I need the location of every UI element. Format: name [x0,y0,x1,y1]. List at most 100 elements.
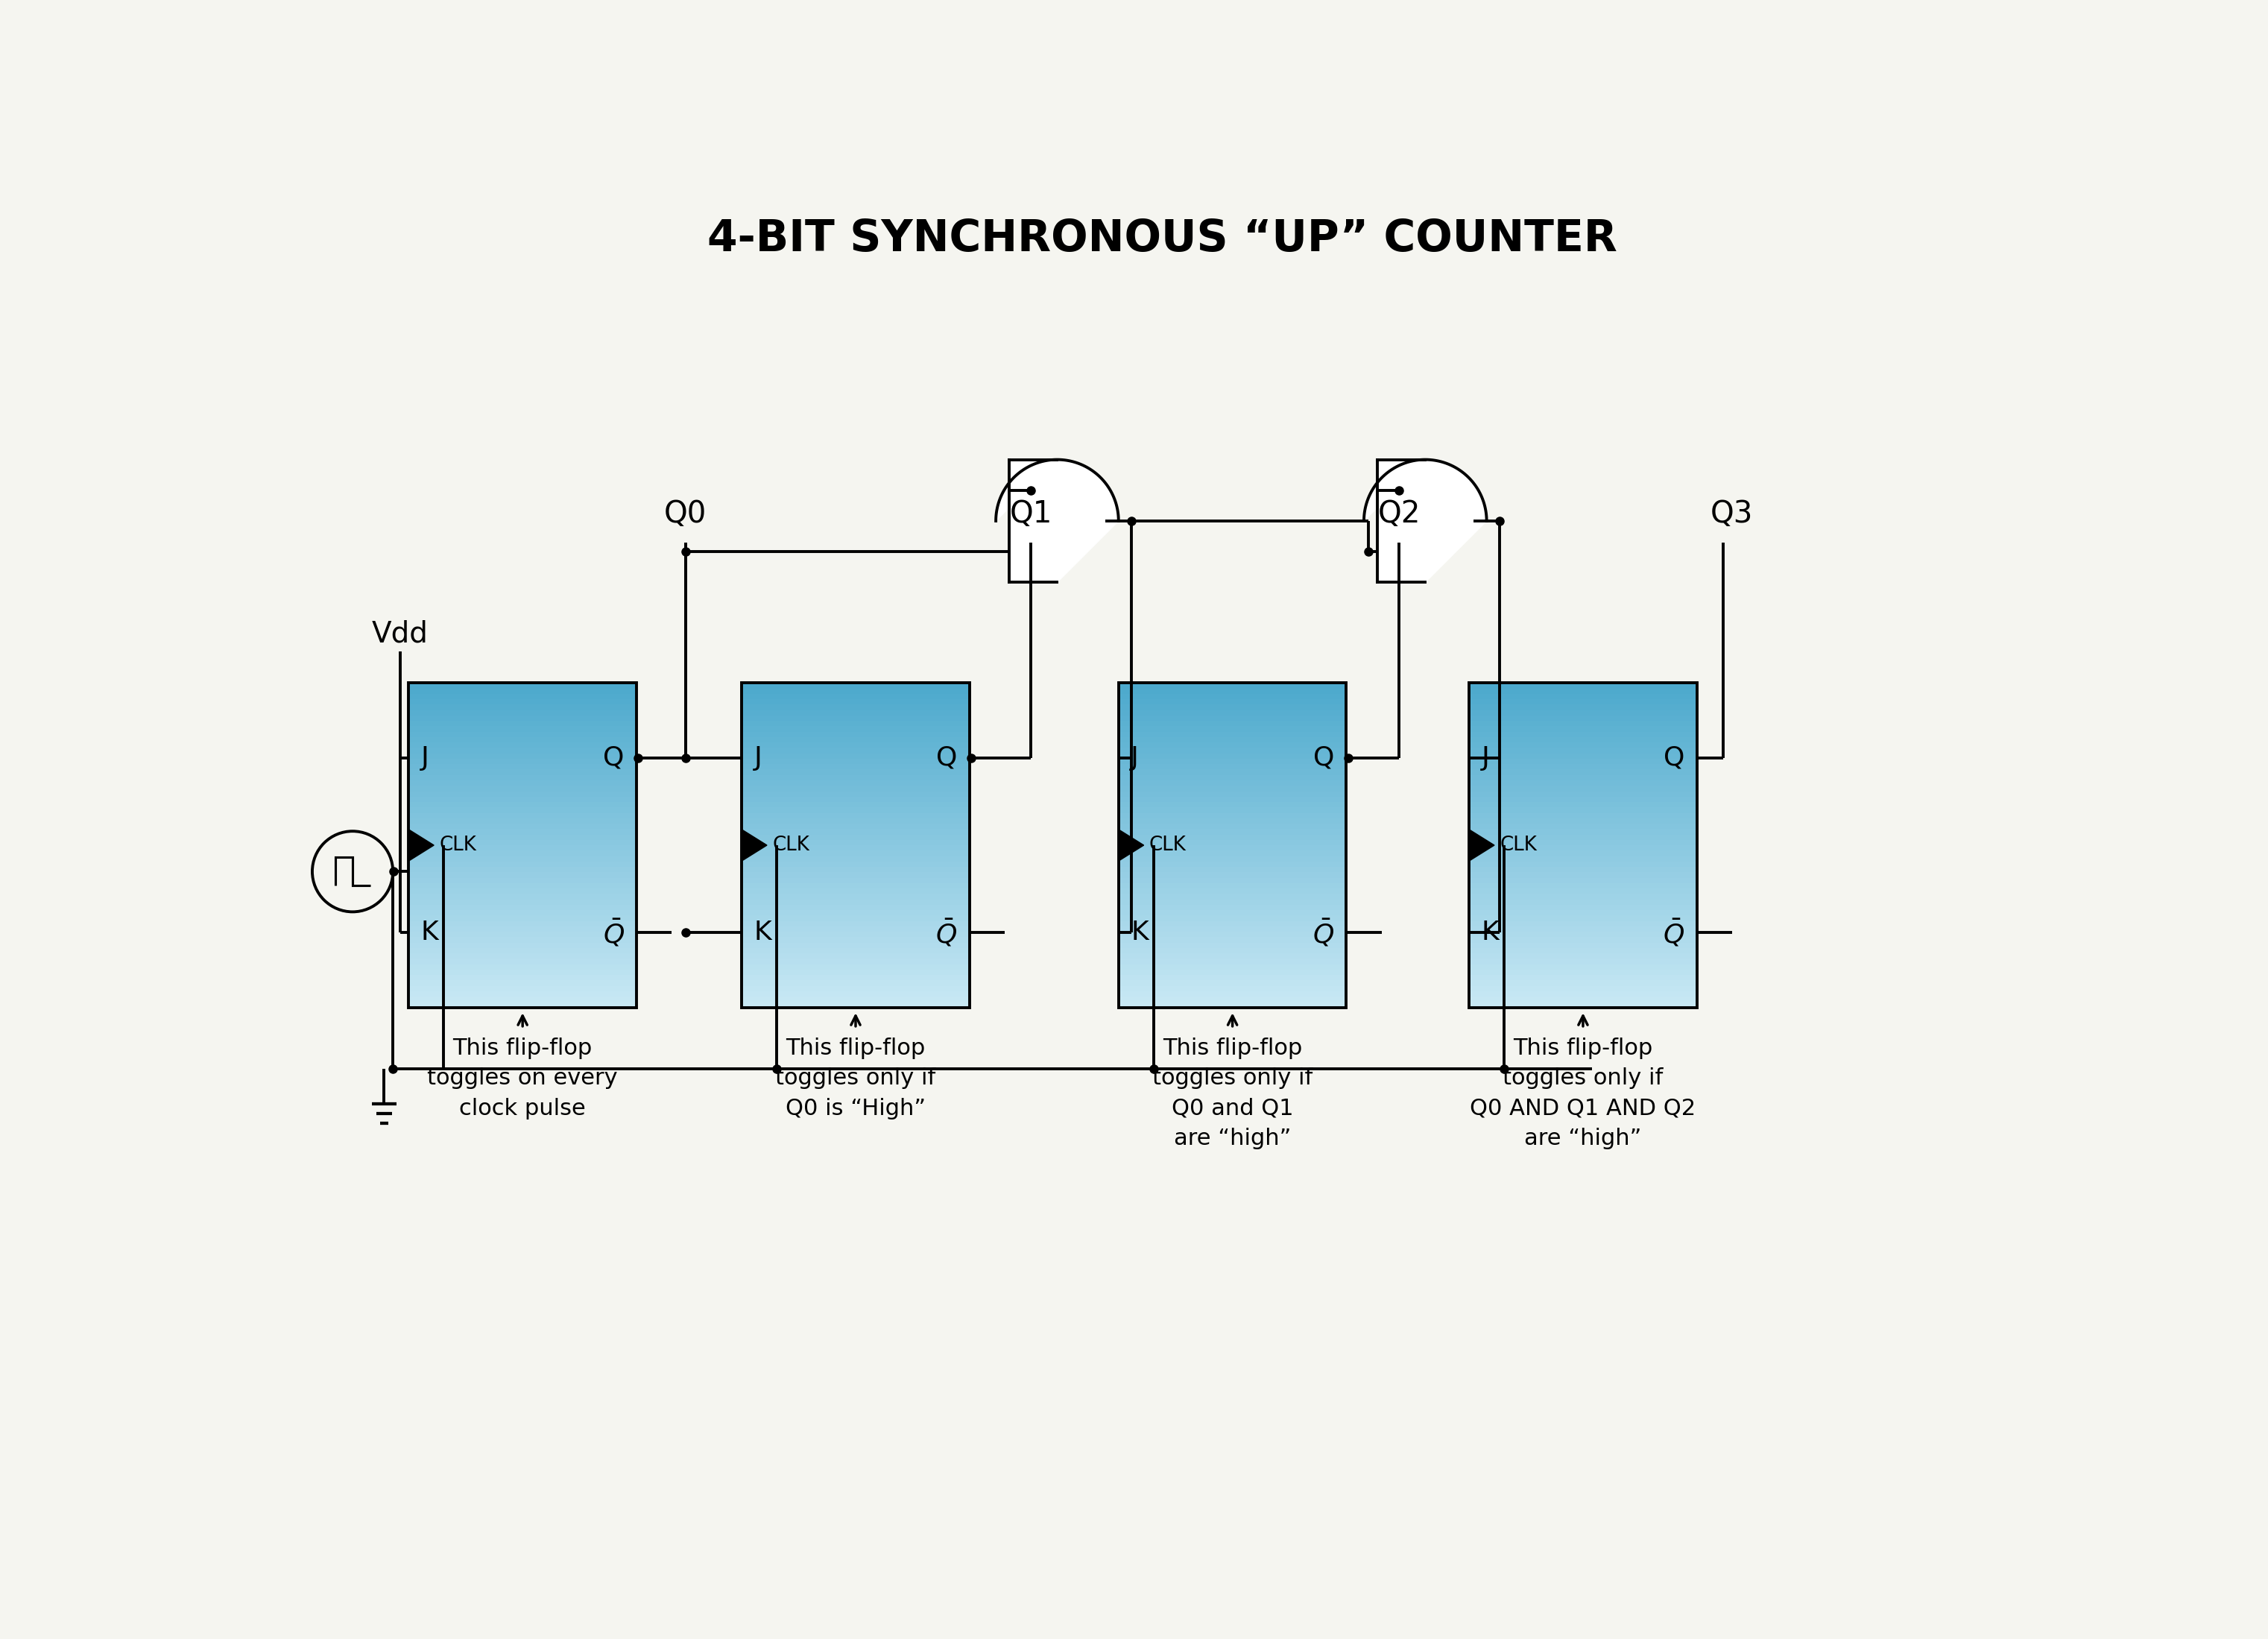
Bar [408,856,637,862]
Bar [408,823,637,829]
Bar [1470,974,1696,980]
Text: This flip-flop
toggles only if
Q0 AND Q1 AND Q2
are “high”: This flip-flop toggles only if Q0 AND Q1… [1470,1037,1696,1149]
Bar [742,856,968,862]
Bar [1118,801,1347,808]
Bar [1470,801,1696,808]
Bar [1118,682,1347,688]
Bar [408,769,637,775]
Bar [742,877,968,883]
Bar [1470,683,1696,1008]
Bar [1470,795,1696,801]
Bar [408,915,637,921]
Bar [1118,903,1347,910]
Bar [1470,736,1696,742]
Bar [742,806,968,813]
Bar [742,915,968,921]
Bar [742,888,968,893]
Bar [408,811,637,818]
Bar [742,747,968,754]
Bar [1118,703,1347,710]
Bar [742,683,968,1008]
Bar [1470,703,1696,710]
Bar [1118,936,1347,942]
Bar [1118,872,1347,877]
Text: Q: Q [937,746,957,770]
Bar [1470,990,1696,997]
Bar [408,1001,637,1008]
Bar [408,828,637,834]
Bar [1470,780,1696,785]
Bar [1470,893,1696,900]
Bar [408,882,637,888]
Bar [1118,964,1347,970]
Bar [1118,736,1347,742]
Bar [1470,688,1696,693]
Bar [408,964,637,970]
Bar [742,893,968,900]
Bar [408,903,637,910]
Bar [1470,898,1696,905]
Bar [1470,752,1696,759]
Bar [1118,957,1347,964]
Bar [408,860,637,867]
Bar [408,893,637,900]
Bar [1470,785,1696,792]
Bar [742,834,968,839]
Bar [408,834,637,839]
Bar [1470,872,1696,877]
Bar [408,683,637,1008]
Text: J: J [753,746,762,770]
Bar [408,898,637,905]
Bar [742,919,968,926]
Bar [1470,742,1696,747]
Bar [1470,947,1696,954]
Bar [742,774,968,780]
Bar [742,785,968,792]
Bar [408,985,637,992]
Bar [1118,757,1347,764]
Bar [408,785,637,792]
Bar [408,682,637,688]
Bar [1118,769,1347,775]
Bar [408,801,637,808]
Bar [1118,710,1347,716]
Bar [1118,834,1347,839]
Bar [408,698,637,705]
Text: CLK: CLK [773,836,810,856]
Text: Q1: Q1 [1009,498,1052,529]
Bar [1470,844,1696,851]
Bar [742,882,968,888]
Polygon shape [1363,459,1486,582]
Bar [1118,974,1347,980]
Bar [1470,888,1696,893]
Bar [408,839,637,846]
Bar [742,780,968,785]
Bar [1470,980,1696,985]
Bar [742,849,968,856]
Text: K: K [422,919,438,946]
Bar [742,1001,968,1008]
Bar [408,980,637,985]
Bar [742,769,968,775]
Bar [1118,839,1347,846]
Bar [1118,844,1347,851]
Bar [408,688,637,693]
Bar [1118,985,1347,992]
Bar [408,806,637,813]
Bar [742,898,968,905]
Text: This flip-flop
toggles only if
Q0 and Q1
are “high”: This flip-flop toggles only if Q0 and Q1… [1152,1037,1313,1149]
Bar [742,752,968,759]
Bar [408,774,637,780]
Bar [1470,710,1696,716]
Bar [1470,952,1696,959]
Bar [742,801,968,808]
Polygon shape [408,829,433,860]
Bar [1118,683,1347,1008]
Bar [742,790,968,797]
Bar [1470,698,1696,705]
Bar [1118,849,1347,856]
Bar [742,811,968,818]
Bar [1470,931,1696,938]
Bar [742,715,968,721]
Bar [742,703,968,710]
